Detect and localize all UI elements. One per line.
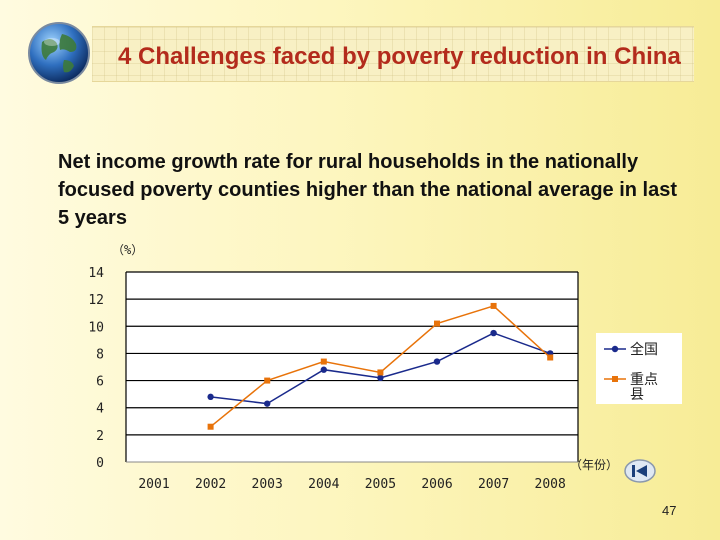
y-tick-label: 10 [88,320,104,335]
y-tick-label: 8 [96,347,104,362]
page-number: 47 [662,503,677,518]
legend-label: 重点 [630,372,658,388]
back-button[interactable] [623,458,657,484]
y-tick-label: 0 [96,456,104,471]
legend-marker [611,345,619,353]
slide-subtitle: Net income growth rate for rural househo… [58,151,678,229]
data-point [490,302,497,309]
slide-title: 4 Challenges faced by poverty reduction … [118,43,681,70]
data-point [320,358,327,365]
data-point [433,358,441,365]
data-point [377,369,384,376]
data-point [264,400,271,407]
y-tick-label: 14 [88,266,104,281]
y-tick-label: 6 [96,375,104,390]
legend-label: 县 [630,387,644,403]
data-point [320,366,327,373]
data-point [490,329,497,337]
x-tick-label: 2001 [138,477,169,492]
legend-marker [612,376,618,382]
y-axis-label: （%） [112,243,143,257]
legend-box [596,333,682,404]
x-tick-label: 2007 [478,477,509,492]
data-point [377,374,384,382]
data-point [207,393,214,401]
x-tick-label: 2008 [535,477,566,492]
x-tick-label: 2006 [421,477,452,492]
x-axis-label: （年份） [570,458,618,472]
y-tick-label: 12 [88,293,104,308]
x-tick-label: 2002 [195,477,226,492]
globe-icon [26,20,92,86]
x-tick-label: 2005 [365,477,396,492]
x-tick-label: 2004 [308,477,339,492]
data-point [207,423,214,430]
back-arrow-icon [624,459,656,483]
data-point [264,377,271,384]
legend-label: 全国 [630,341,658,358]
data-point [434,320,440,327]
y-tick-label: 2 [96,429,104,444]
x-tick-label: 2003 [252,477,283,492]
title-band [92,26,694,82]
data-point [547,354,554,361]
y-tick-label: 4 [96,402,104,417]
